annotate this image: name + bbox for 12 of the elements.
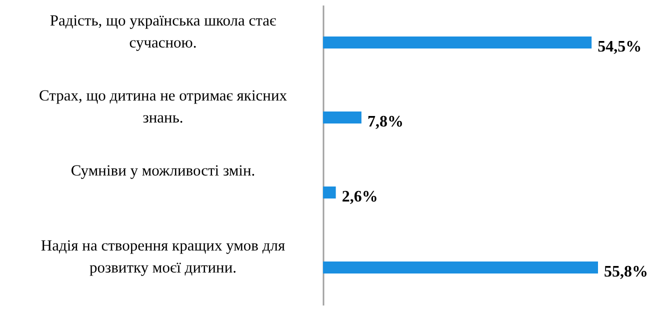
data-label: 54,5% [598,38,642,56]
y-tick-label: Надія на створення кращих умов для розвитку моєї дитини. [40,238,286,276]
bar [323,112,362,124]
data-label: 2,6% [342,188,378,206]
bar [323,186,336,198]
y-tick-label: Сумніви у можливості змін. [70,162,256,180]
data-label: 55,8% [604,264,648,280]
y-tick-label: Страх, що дитина не отримає якісних знань. [39,88,288,126]
bar [323,262,598,274]
y-tick-label: Радість, що українська школа стає сучасною. [50,12,277,52]
data-label: 7,8% [367,114,404,130]
bar [323,36,592,48]
